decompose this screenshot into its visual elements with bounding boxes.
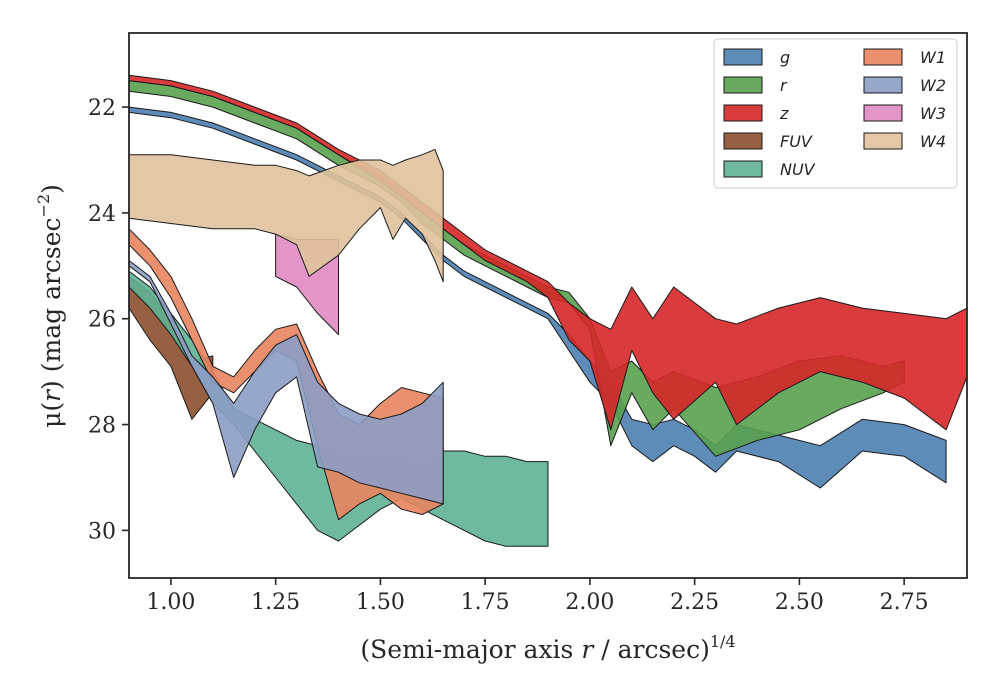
y-axis-label: μ(r) (mag arcsec−2) [34,184,66,428]
y-axis-label-exponent: −2 [34,194,53,218]
legend-label-w2: W2 [920,76,946,95]
legend: grz FUV NUV W1 W2 W3 W4 [713,38,958,189]
x-tick-label: 2.75 [880,590,929,615]
legend-swatch-nuv [723,160,763,178]
y-tick-label: 30 [88,519,116,544]
legend-swatch-w4 [863,132,903,150]
x-tick-label: 1.50 [356,590,405,615]
y-axis-label-part-3: ) [37,184,66,194]
y-tick-label: 24 [88,202,116,227]
legend-label-g: g [780,48,790,67]
legend-label-fuv: FUV [780,132,813,151]
x-tick-label: 2.50 [775,590,824,615]
legend-frame [713,38,958,189]
legend-swatch-fuv [723,132,763,150]
legend-swatch-w2 [863,76,903,94]
x-tick-label: 1.75 [461,590,510,615]
y-tick-label: 22 [88,96,116,121]
x-axis-label-part-2: / arcsec) [593,635,710,664]
axes-layer: 1.00 1.25 1.50 1.75 2.00 2.25 2.50 2.75 22 24 26 28… [88,96,929,615]
x-axis-label-part-1: (Semi-major axis [360,635,581,664]
x-tick-label: 2.00 [565,590,614,615]
legend-label-w1: W1 [920,48,946,67]
band-w4 [128,148,444,283]
legend-label-nuv: NUV [780,160,816,179]
legend-label-z: z [779,104,789,123]
y-axis-label-part-2: ) (mag arcsec [37,217,66,390]
x-axis-label-variable: r [581,635,595,664]
legend-swatch-w1 [863,48,903,66]
y-tick-label: 28 [88,414,116,439]
legend-label-w3: W3 [920,104,946,123]
legend-swatch-r [723,76,763,94]
x-axis-label: (Semi-major axis r / arcsec)1/4 [360,632,735,664]
y-tick-label: 26 [88,308,116,333]
y-axis-label-variable: r [37,388,66,402]
y-axis-label-part-1: μ( [37,402,66,428]
x-tick-label: 2.25 [670,590,719,615]
plot-frame [128,32,968,579]
legend-swatch-g [723,48,763,66]
legend-label-w4: W4 [920,132,946,151]
x-tick-label: 1.25 [251,590,300,615]
band-w2 [128,260,444,505]
legend-swatch-w3 [863,104,903,122]
series-layer [128,74,968,547]
legend-label-r: r [780,76,788,95]
x-axis-label-exponent: 1/4 [710,632,736,651]
x-tick-label: 1.00 [146,590,195,615]
legend-swatch-z [723,104,763,122]
